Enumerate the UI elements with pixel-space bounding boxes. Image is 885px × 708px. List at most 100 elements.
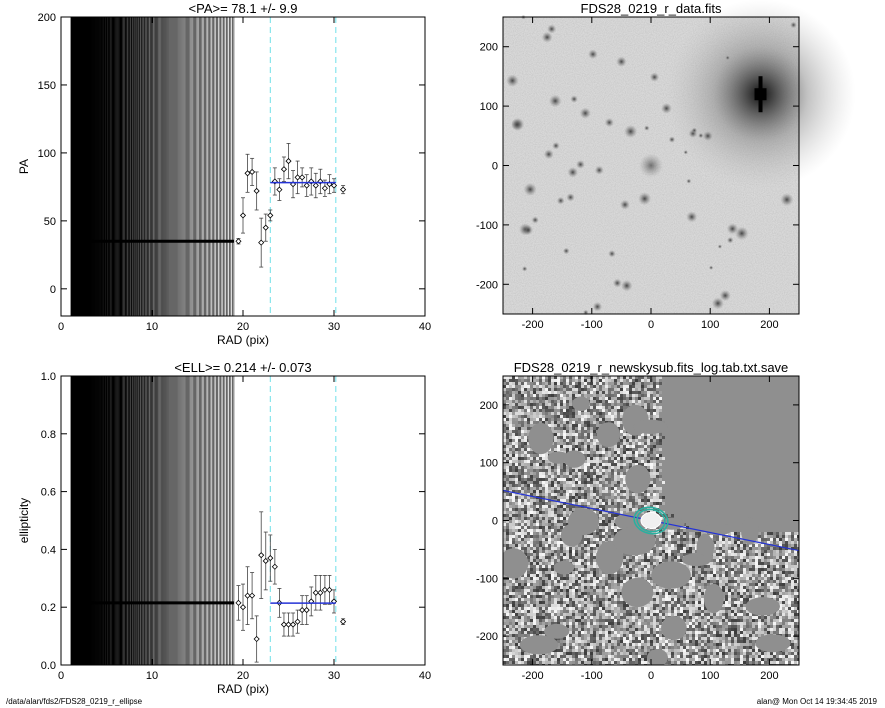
y-tick-label: 0 [492,516,498,528]
y-tick-label: 50 [44,216,56,228]
y-tick-label: 200 [480,400,498,412]
y-tick-label: -200 [476,279,498,291]
y-axis-label: ellipticity [17,498,31,543]
x-tick-label: 100 [701,670,719,682]
mask-blob [741,517,759,545]
faint-source [726,236,734,244]
y-axis-label: PA [17,159,31,174]
y-tick-label: 200 [38,12,56,24]
faint-source [719,289,731,302]
isophote-ellipse [636,508,666,533]
data-image-panel: -200 -100 0 100 200 -200 -100 0 100 200 FDS28_0219… [476,0,856,331]
data-point [299,174,306,181]
faint-source [522,224,534,236]
faint-source [686,211,698,223]
data-point [340,618,347,625]
x-tick-label: 10 [146,321,158,333]
y-tick-label: 0.6 [41,487,56,499]
y-tick-label: 0.2 [41,602,56,614]
faint-source [576,159,585,169]
data-point [285,621,292,628]
mask-blob [633,419,668,434]
x-tick-label: 30 [328,670,340,682]
faint-source [619,199,630,210]
y-tick-label: 100 [480,458,498,470]
faint-source [566,193,575,202]
data-point [299,607,306,614]
faint-source [780,193,794,207]
faint-source [616,56,627,67]
faint-source [506,74,519,87]
faint-source [548,94,562,108]
data-point [249,168,256,176]
mask-blob [755,634,791,653]
mask-blob [647,649,668,665]
x-tick-label: 0 [648,670,654,682]
y-tick-label: 150 [38,80,56,92]
faint-source [562,247,570,255]
data-point [321,185,328,192]
mask-blob [596,540,624,575]
data-point [258,552,265,559]
data-point [280,621,288,628]
data-point [312,589,319,596]
faint-source [691,127,698,134]
data-point [262,224,269,231]
y-tick-label: 100 [480,101,498,113]
data-point [294,174,301,181]
chart-title: FDS28_0219_r_data.fits [581,1,722,16]
faint-source [579,107,591,119]
x-tick-label: 30 [328,321,340,333]
faint-source [523,182,537,197]
data-point [326,586,333,593]
faint-source [547,24,557,34]
plot-frame [60,16,426,317]
faint-source [711,297,724,310]
faint-source [686,178,692,184]
x-tick-label: 40 [419,670,431,682]
chart-title: FDS28_0219_r_newskysub.fits_log.tab.txt.… [514,360,789,375]
data-point [303,607,310,614]
footer-user-timestamp: alan@ Mon Oct 14 19:34:45 2019 [756,697,877,706]
faint-source [790,21,797,29]
data-point [267,212,274,219]
mask-blob [614,512,650,531]
faint-source [567,166,579,178]
y-tick-label: 0 [492,161,498,173]
pa-profile-chart: 0 10 20 30 40 0 50 100 150 200 <PA>= 78.1 +/- 9.9 R… [17,1,431,347]
data-point [235,599,242,606]
data-point [271,563,278,570]
y-tick-label: 1.0 [41,371,56,383]
y-tick-label: -100 [476,220,498,232]
mask-blob [651,561,691,589]
faint-source [620,279,633,292]
data-point [317,589,324,596]
faint-source [608,250,616,258]
mask-blob [625,464,651,494]
plot-frame [502,375,800,666]
x-tick-label: 40 [419,321,431,333]
faint-source [668,136,676,143]
mask-blob [613,526,656,556]
x-tick-label: 0 [58,670,64,682]
data-point [303,182,310,189]
mask-blob [519,635,559,655]
x-tick-label: 200 [760,670,778,682]
faint-source [604,117,614,128]
faint-source [649,72,660,82]
ellipticity-profile-chart: 0 10 20 30 40 0.0 0.2 0.4 0.6 0.8 1.0 <ELL>= 0.214 … [17,360,431,696]
mask-blob [544,623,570,639]
mask-blob [563,450,586,468]
mask-blob [547,451,569,464]
x-axis-label: RAD (pix) [217,682,269,696]
data-point [280,166,288,173]
data-point [330,182,338,189]
data-point [244,170,251,177]
faint-source [726,223,739,235]
faint-source [644,125,650,131]
y-tick-label: 0.0 [41,660,56,672]
faint-source [612,278,622,288]
mask-blob [621,577,654,608]
faint-source [717,244,723,249]
